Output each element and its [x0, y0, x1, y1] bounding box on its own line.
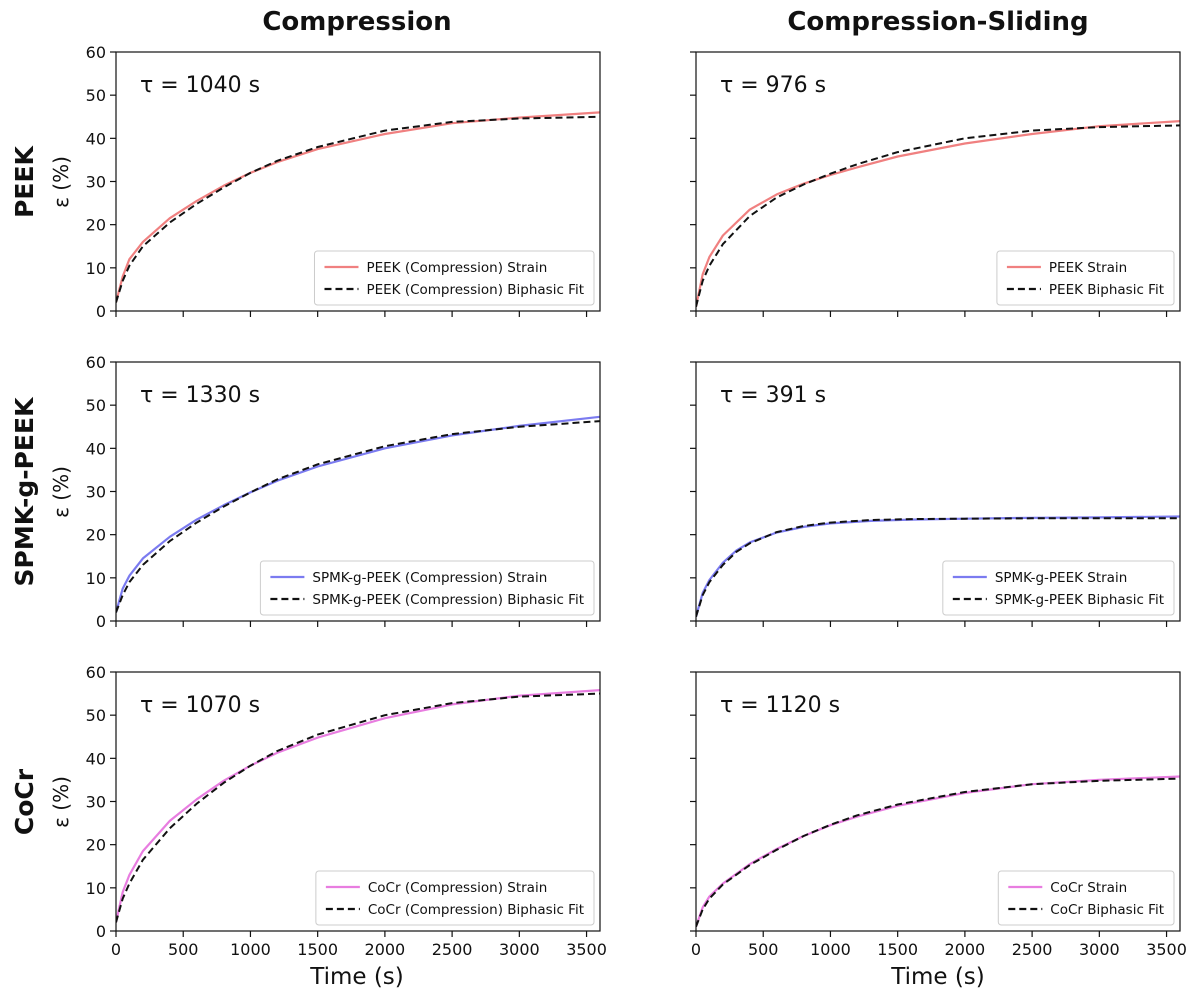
panel-2-1-xtick-label: 2000: [945, 940, 986, 959]
panel-1-1-legend-label: SPMK-g-PEEK Strain: [995, 570, 1127, 586]
panel-0-0-ytick-label: 50: [86, 86, 106, 105]
panel-2-0-xtick-label: 0: [111, 940, 121, 959]
panel-2-0-ytick-label: 30: [86, 793, 106, 812]
x-axis-label-compression-sliding: Time (s): [890, 964, 985, 990]
panel-2-1-legend-label: CoCr Biphasic Fit: [1050, 902, 1164, 918]
panel-2-1-legend-label: CoCr Strain: [1050, 880, 1127, 896]
panel-0-0: 0 10 20 30 40 50 60 τ = 1040 s PEEK (Compression…: [86, 43, 601, 321]
panel-1-0-ytick-label: 50: [86, 396, 106, 415]
x-axis-label-compression: Time (s): [309, 964, 404, 990]
panel-1-1: τ = 391 s SPMK-g-PEEK Strain SPMK-g-PEEK B…: [690, 361, 1181, 627]
panel-2-1-xtick-label: 3500: [1146, 940, 1187, 959]
panel-1-1-series-fit-line: [696, 517, 1180, 617]
panel-2-0-legend-label: CoCr (Compression) Biphasic Fit: [368, 902, 584, 918]
column-title-compression-sliding: Compression-Sliding: [787, 7, 1088, 37]
panel-2-0-legend-box: [315, 870, 595, 926]
panel-2-1-xtick-label: 1000: [810, 940, 851, 959]
panel-2-0-xtick-label: 500: [168, 940, 199, 959]
panel-0-1-legend-label: PEEK Strain: [1049, 260, 1127, 276]
panel-0-0-ytick-label: 60: [86, 43, 106, 62]
panel-1-1-legend-label: SPMK-g-PEEK Biphasic Fit: [995, 592, 1164, 608]
panel-1-0-ytick-label: 20: [86, 526, 106, 545]
panel-2-1-legend-box: [997, 870, 1175, 926]
panel-1-0-series-fit-line: [116, 420, 600, 613]
panel-1-0-legend-label: SPMK-g-PEEK (Compression) Strain: [312, 570, 547, 586]
panel-2-0-xtick-label: 1500: [297, 940, 338, 959]
panel-1-1-tau-annotation: τ = 391 s: [720, 383, 826, 408]
panel-2-0: 0 10 20 30 40 50 60 0 500 1000 1500 2000 2500 3000 350…: [86, 663, 607, 959]
panel-2-1-tau-annotation: τ = 1120 s: [720, 693, 840, 718]
panel-2-0-ytick-label: 40: [86, 749, 106, 768]
panel-0-1: τ = 976 s PEEK Strain PEEK Biphasic Fit: [690, 51, 1181, 317]
panel-0-1-lines: [696, 120, 1180, 307]
panel-2-1-xtick-label: 2500: [1012, 940, 1053, 959]
panel-0-0-ytick-label: 10: [86, 259, 106, 278]
y-axis-label-spmk-g-peek: ε (%): [49, 466, 73, 518]
panel-1-0-legend-label: SPMK-g-PEEK (Compression) Biphasic Fit: [312, 592, 584, 608]
panel-2-0-series-strain-line: [116, 689, 600, 923]
panel-2-0-xtick-label: 1000: [230, 940, 271, 959]
panel-0-1-legend-box: [996, 250, 1175, 306]
panel-0-0-ytick-label: 20: [86, 216, 106, 235]
panel-0-1-series-fit-line: [696, 124, 1180, 307]
panel-1-0-ytick-label: 30: [86, 483, 106, 502]
panel-0-0-ytick-label: 40: [86, 129, 106, 148]
panel-1-1-legend-box: [942, 560, 1175, 616]
panel-2-0-tau-annotation: τ = 1070 s: [140, 693, 260, 718]
panel-1-0-legend-box: [259, 560, 595, 616]
panel-2-1-xtick-label: 1500: [877, 940, 918, 959]
panel-2-0-ytick-label: 20: [86, 836, 106, 855]
panel-2-1-series-fit-line: [696, 777, 1180, 928]
panel-2-0-xtick-label: 3500: [566, 940, 607, 959]
panel-1-0-ytick-label: 0: [96, 612, 106, 631]
column-title-compression: Compression: [262, 7, 451, 37]
panel-2-0-lines: [116, 689, 600, 923]
panel-1-0-ytick-label: 40: [86, 439, 106, 458]
panel-2-0-ytick-label: 50: [86, 706, 106, 725]
panel-0-0-ytick-label: 30: [86, 173, 106, 192]
row-title-cocr: CoCr: [10, 768, 39, 835]
panel-0-0-legend-box: [313, 250, 595, 306]
y-axis-label-cocr: ε (%): [49, 776, 73, 828]
panel-1-0-lines: [116, 415, 600, 613]
panel-2-1: 0 500 1000 1500 2000 2500 3000 3500 τ = 1120 s Co…: [690, 671, 1187, 959]
chart-panels: 0 10 20 30 40 50 60 τ = 1040 s PEEK (Compression…: [86, 43, 1187, 959]
panel-2-0-ytick-label: 10: [86, 879, 106, 898]
row-title-peek: PEEK: [10, 144, 39, 217]
row-title-spmk-g-peek: SPMK-g-PEEK: [10, 396, 39, 587]
panel-2-0-xtick-label: 2500: [432, 940, 473, 959]
panel-0-0-series-fit-line: [116, 115, 600, 303]
panel-2-0-xtick-label: 3000: [499, 940, 540, 959]
panel-2-1-xtick-label: 500: [748, 940, 779, 959]
panel-0-0-lines: [116, 111, 600, 303]
panel-1-0: 0 10 20 30 40 50 60 τ = 1330 s SPMK-g-PEEK (Comp…: [86, 353, 601, 631]
panel-0-0-ytick-label: 0: [96, 302, 106, 321]
panel-2-0-ytick-label: 60: [86, 663, 106, 682]
panel-0-1-legend-label: PEEK Biphasic Fit: [1049, 282, 1164, 298]
panel-2-0-xtick-label: 2000: [365, 940, 406, 959]
panel-2-0-legend-label: CoCr (Compression) Strain: [368, 880, 547, 896]
panel-0-0-legend-label: PEEK (Compression) Strain: [366, 260, 547, 276]
panel-0-0-tau-annotation: τ = 1040 s: [140, 73, 260, 98]
panel-1-0-ytick-label: 10: [86, 569, 106, 588]
panel-1-0-tau-annotation: τ = 1330 s: [140, 383, 260, 408]
y-axis-label-peek: ε (%): [49, 156, 73, 208]
panel-0-1-tau-annotation: τ = 976 s: [720, 73, 826, 98]
panel-2-1-xtick-label: 0: [691, 940, 701, 959]
panel-2-0-series-fit-line: [116, 692, 600, 923]
panel-0-0-legend-label: PEEK (Compression) Biphasic Fit: [366, 282, 584, 298]
panel-2-0-ytick-label: 0: [96, 922, 106, 941]
panel-1-0-ytick-label: 60: [86, 353, 106, 372]
panel-1-1-lines: [696, 515, 1180, 617]
panel-0-1-series-strain-line: [696, 120, 1180, 307]
panel-2-1-xtick-label: 3000: [1079, 940, 1120, 959]
panel-2-1-lines: [696, 775, 1180, 928]
